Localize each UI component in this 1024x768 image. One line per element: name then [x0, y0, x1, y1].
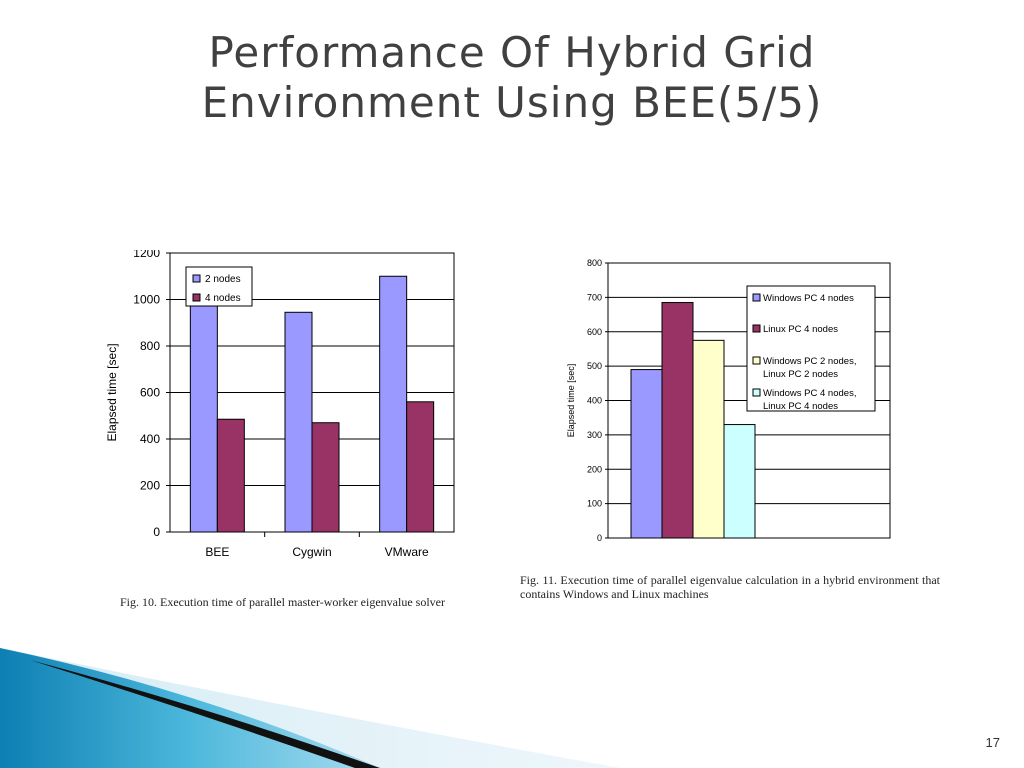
bar-cygwin-2-nodes: [284, 311, 313, 533]
y-tick-label: 300: [587, 430, 602, 440]
chart-fig11: 0 100 200 300 400 500 600 700 800 Elapsed time [s…: [566, 258, 891, 543]
y-axis-label: Elapsed time [sec]: [105, 343, 119, 441]
legend-swatch: [752, 356, 761, 365]
y-axis-label: Elapsed time [sec]: [566, 364, 576, 438]
y-tick-label: 800: [587, 258, 602, 268]
y-tick-label: 800: [140, 339, 160, 353]
bar-series-4: [723, 424, 756, 539]
x-tick-label: Cygwin: [292, 545, 331, 559]
legend-swatch: [752, 324, 761, 333]
y-tick-label: 200: [140, 479, 160, 493]
x-tick-label: BEE: [205, 545, 229, 559]
slide-title-line1: Performance Of Hybrid Grid: [208, 28, 816, 77]
x-tick-label: VMware: [385, 545, 429, 559]
legend-swatch: [752, 293, 761, 302]
legend-label: 2 nodes: [205, 274, 241, 285]
y-tick-label: 0: [597, 533, 602, 543]
bar-bee-4-nodes: [216, 418, 245, 533]
bar-series-1: [630, 369, 663, 539]
y-tick-label: 200: [587, 464, 602, 474]
bar-vmware-4-nodes: [406, 401, 435, 533]
legend-swatch: [192, 274, 201, 283]
legend-swatch: [192, 293, 201, 302]
bar-bee-2-nodes: [189, 304, 218, 533]
page-number: 17: [985, 735, 1000, 750]
y-tick-label: 0: [153, 525, 160, 539]
y-tick-label: 100: [587, 499, 602, 509]
y-tick-label: 700: [587, 292, 602, 302]
legend-label: Windows PC 4 nodes: [763, 293, 854, 304]
bar-vmware-2-nodes: [379, 275, 408, 533]
legend-label: Windows PC 2 nodes, Linux PC 2 nodes: [763, 356, 856, 380]
slide-title-line2: Environment Using BEE(5/5): [201, 78, 823, 127]
bar-series-3: [692, 339, 725, 539]
caption-fig10: Fig. 10. Execution time of parallel mast…: [120, 595, 445, 609]
y-tick-label: 400: [140, 432, 160, 446]
legend-box: [746, 285, 876, 412]
y-tick-label: 500: [587, 361, 602, 371]
legend-label: 4 nodes: [205, 293, 241, 304]
legend-label: Windows PC 4 nodes, Linux PC 4 nodes: [763, 388, 856, 412]
slide-title: Performance Of Hybrid Grid Environment U…: [0, 28, 1024, 128]
caption-fig11: Fig. 11. Execution time of parallel eige…: [520, 573, 940, 601]
legend-label: Linux PC 4 nodes: [763, 324, 838, 335]
bar-cygwin-4-nodes: [311, 422, 340, 533]
y-tick-label: 600: [587, 327, 602, 337]
y-tick-label: 1000: [133, 293, 160, 307]
y-tick-label: 1200: [133, 250, 160, 260]
chart-fig10: 0 200 400 600 800 1000 1200 Elapsed time [sec] B…: [105, 250, 455, 559]
decorative-swoosh: [0, 648, 620, 768]
bar-series-2: [661, 302, 694, 539]
y-tick-label: 400: [587, 396, 602, 406]
y-tick-label: 600: [140, 386, 160, 400]
legend-swatch: [752, 388, 761, 397]
